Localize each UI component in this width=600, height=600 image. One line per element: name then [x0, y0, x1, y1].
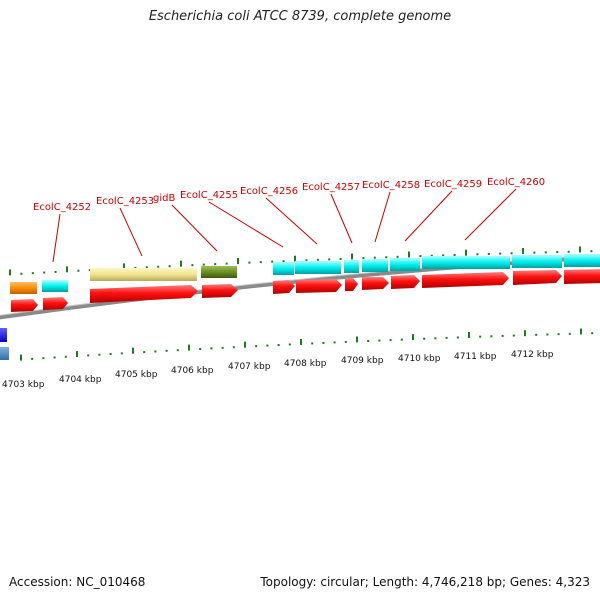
- cog-bar-khaki: [90, 268, 197, 281]
- scale-label: 4706 kbp: [171, 366, 214, 376]
- label-connector: [330, 193, 353, 244]
- gene-label-connectors: [52, 188, 517, 263]
- cog-bar-olive: [201, 266, 237, 278]
- cog-bar-cyan: [390, 258, 420, 271]
- scale-label: 4709 kbp: [341, 356, 384, 366]
- lower-feature-blue: [0, 328, 7, 342]
- map-title: Escherichia coli ATCC 8739, complete gen…: [148, 9, 452, 24]
- label-connector: [119, 207, 143, 257]
- scale-labels: 4703 kbp 4704 kbp 4705 kbp 4706 kbp 4707 kbp…: [2, 350, 554, 390]
- gene-label: EcolC_4260: [487, 177, 545, 188]
- cds-track: [11, 269, 600, 312]
- genome-summary: Topology: circular; Length: 4,746,218 bp…: [260, 575, 590, 589]
- cog-bar-cyan: [273, 262, 294, 275]
- scale-label: 4712 kbp: [511, 350, 554, 360]
- gene-label: EcolC_4257: [302, 182, 360, 193]
- cds-arrow: [43, 297, 68, 310]
- cds-arrow: [345, 278, 358, 291]
- cog-bar-cyan: [362, 259, 388, 272]
- scale-label: 4703 kbp: [2, 380, 45, 390]
- label-connector: [374, 191, 391, 243]
- cog-bar-orange: [10, 282, 37, 294]
- gene-label: EcolC_4252: [33, 202, 91, 213]
- scale-label: 4707 kbp: [228, 362, 271, 372]
- cds-arrow: [564, 269, 600, 284]
- gene-label: EcolC_4259: [424, 179, 482, 190]
- cog-bar-cyan: [295, 261, 341, 274]
- label-connector: [171, 204, 218, 252]
- scale-label: 4705 kbp: [115, 370, 158, 380]
- cog-bar-cyan: [564, 254, 600, 267]
- scale-label: 4710 kbp: [398, 354, 441, 364]
- cog-track: [10, 254, 600, 294]
- cds-arrow: [362, 277, 389, 290]
- cds-arrow: [422, 272, 509, 288]
- cog-bar-cyan: [422, 256, 510, 269]
- label-connector: [208, 201, 284, 248]
- label-connector: [52, 213, 61, 263]
- cds-arrow: [513, 270, 562, 285]
- accession-label: Accession: NC_010468: [9, 575, 146, 589]
- gene-label: EcolC_4255: [180, 190, 238, 201]
- cog-bar-cyan: [344, 260, 359, 273]
- cog-bar-cyan: [42, 280, 68, 292]
- gene-label: EcolC_4258: [362, 180, 420, 191]
- cds-arrow: [391, 275, 420, 289]
- scale-label: 4704 kbp: [59, 375, 102, 385]
- gene-label: gidB: [153, 193, 175, 204]
- cds-arrow: [296, 279, 342, 293]
- gene-label: EcolC_4253: [96, 196, 154, 207]
- cds-arrow: [273, 280, 295, 294]
- scale-label: 4711 kbp: [454, 352, 497, 362]
- cds-arrow: [202, 284, 238, 298]
- lower-feature-steelblue: [0, 347, 9, 360]
- label-connector: [404, 190, 453, 242]
- scale-label: 4708 kbp: [284, 359, 327, 369]
- gene-label: EcolC_4256: [240, 186, 298, 197]
- label-connector: [265, 197, 318, 245]
- cog-bar-cyan: [512, 255, 562, 268]
- cds-arrow: [11, 299, 38, 312]
- inner-scale-ticks: [20, 328, 594, 361]
- cds-arrow: [90, 285, 198, 303]
- label-connector: [464, 188, 517, 241]
